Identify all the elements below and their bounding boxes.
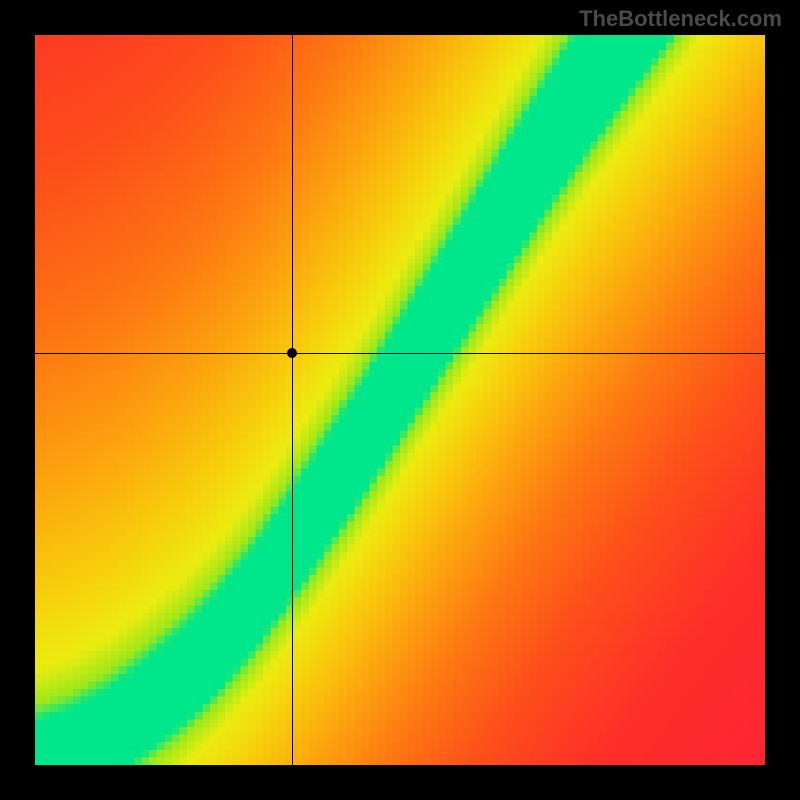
watermark-text: TheBottleneck.com (579, 6, 782, 32)
crosshair-marker (287, 348, 297, 358)
chart-root: { "watermark": { "text": "TheBottleneck.… (0, 0, 800, 800)
heatmap-plot-area (35, 35, 765, 765)
crosshair-vertical (292, 35, 293, 765)
crosshair-horizontal (35, 353, 765, 354)
heatmap-canvas (35, 35, 765, 765)
